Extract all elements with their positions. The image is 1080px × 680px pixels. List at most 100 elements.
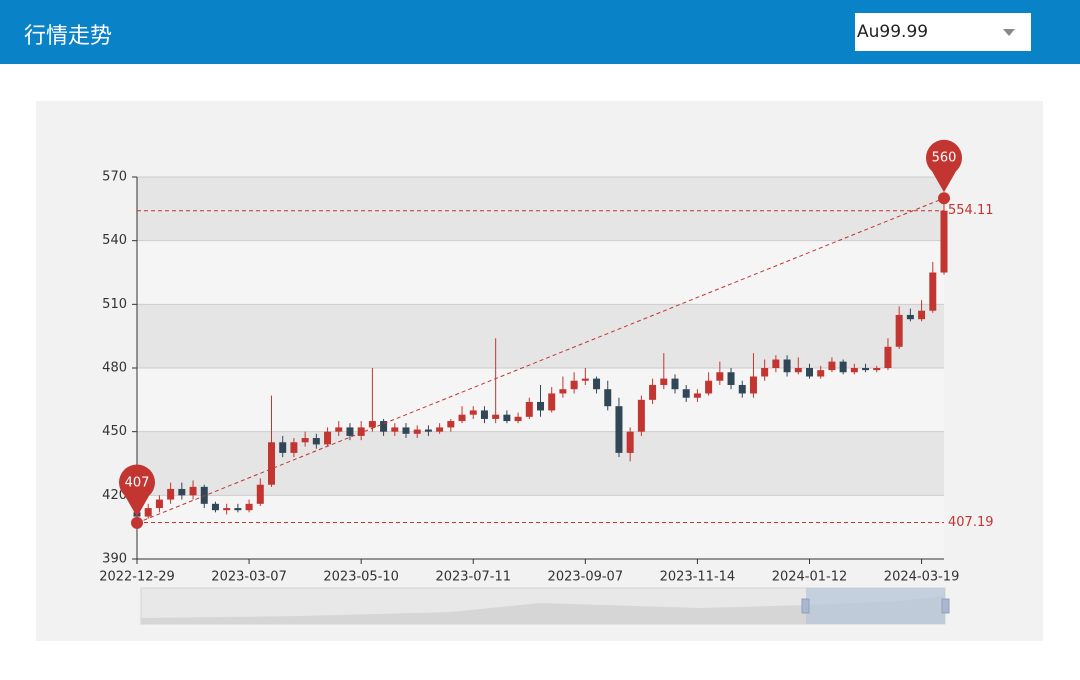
candle-body	[324, 431, 332, 445]
candle-body	[806, 368, 813, 377]
candle-body	[761, 368, 769, 377]
y-tick-label: 420	[102, 488, 127, 503]
candle-body	[884, 346, 892, 368]
candle-body	[189, 486, 197, 496]
candle-body	[458, 414, 466, 422]
product-select[interactable]: Au99.99	[855, 13, 1031, 51]
candle-body	[548, 393, 556, 411]
x-tick-label: 2022-12-29	[99, 570, 175, 585]
candle-body	[279, 442, 287, 453]
trend-line	[136, 197, 945, 524]
candle-body	[862, 368, 870, 371]
mark-point-dot	[131, 516, 143, 529]
mark-point-label: 560	[932, 151, 957, 166]
candle-body	[626, 431, 634, 453]
candle-body	[918, 310, 926, 320]
grid-band	[137, 495, 944, 559]
candle-body	[727, 372, 735, 385]
y-tick-label: 510	[102, 297, 127, 312]
y-tick-label: 390	[102, 552, 127, 567]
select-arrow[interactable]	[1003, 29, 1015, 42]
select-value[interactable]: Au99.99	[857, 22, 929, 42]
candle-body	[906, 314, 914, 320]
candle-body	[817, 370, 825, 377]
y-tick-label: 540	[102, 233, 127, 248]
zoom-window[interactable]	[806, 588, 945, 624]
candle-body	[839, 361, 847, 373]
mark-line-label: 554.11	[948, 203, 994, 218]
candle-body	[301, 438, 309, 443]
candle-body	[738, 384, 746, 394]
candle-body	[873, 368, 881, 371]
candle-body	[559, 389, 567, 394]
candle-body	[649, 384, 657, 400]
candle-body	[716, 372, 724, 381]
candle-body	[268, 442, 275, 485]
candle-body	[492, 414, 500, 419]
zoom-preview	[141, 596, 945, 624]
header-title: 行情走势	[24, 24, 113, 49]
zoom-handle[interactable]	[801, 598, 810, 614]
candle-body	[514, 416, 522, 422]
candle-body	[290, 442, 298, 453]
candle-body	[480, 410, 488, 419]
mark-point-pin	[926, 139, 962, 193]
y-tick-label: 570	[102, 170, 127, 185]
mark-point-label: 407	[125, 475, 150, 490]
candle-body	[223, 508, 231, 511]
x-tick-label: 2023-11-14	[660, 570, 736, 585]
candle-body	[705, 380, 713, 394]
candle-body	[469, 410, 477, 415]
candle-body	[940, 210, 948, 273]
candle-body	[581, 378, 589, 381]
candle-body	[525, 401, 533, 417]
candle-body	[357, 427, 365, 436]
mark-point-dot	[938, 192, 950, 205]
mark-point-pin	[119, 464, 155, 517]
candle-body	[346, 427, 354, 436]
candle-body	[335, 427, 343, 432]
x-tick-label: 2024-03-19	[884, 570, 960, 585]
x-tick-label: 2024-01-12	[772, 570, 848, 585]
grid-band	[137, 304, 944, 368]
candle-body	[749, 376, 757, 394]
candle-body	[570, 380, 578, 390]
y-tick-label: 480	[102, 361, 127, 376]
candle-body	[783, 359, 791, 373]
candle-body	[155, 499, 163, 509]
candle-body	[503, 414, 511, 422]
candle-body	[537, 401, 544, 411]
candle-body	[424, 429, 432, 432]
candle-body	[380, 421, 388, 432]
y-tick-label: 450	[102, 424, 127, 439]
x-tick-label: 2023-07-11	[435, 570, 511, 585]
candle-body	[772, 359, 780, 368]
header: 行情走势 Au99.99	[0, 0, 1080, 64]
candle-body	[660, 378, 668, 385]
candle-body	[447, 421, 455, 428]
candle-body	[929, 272, 937, 311]
x-tick-label: 2023-03-07	[211, 570, 287, 585]
candle-body	[413, 429, 421, 434]
candle-body	[682, 389, 690, 398]
grid-band	[137, 177, 944, 241]
candle-body	[144, 508, 152, 517]
candle-body	[368, 421, 376, 428]
candle-body	[402, 427, 410, 434]
candle-body	[211, 503, 219, 511]
candle-body	[178, 488, 186, 496]
candle-body	[312, 438, 320, 445]
candle-body	[671, 378, 679, 390]
x-tick-label: 2023-09-07	[548, 570, 624, 585]
candle-body	[234, 508, 242, 511]
mark-line-label: 407.19	[948, 515, 994, 530]
zoom-handle[interactable]	[941, 598, 950, 614]
candle-body	[391, 427, 399, 432]
candle-body	[828, 361, 836, 371]
candle-body	[794, 368, 802, 373]
x-tick-label: 2023-05-10	[323, 570, 399, 585]
candle-body	[693, 393, 701, 398]
candle-body	[167, 488, 175, 500]
